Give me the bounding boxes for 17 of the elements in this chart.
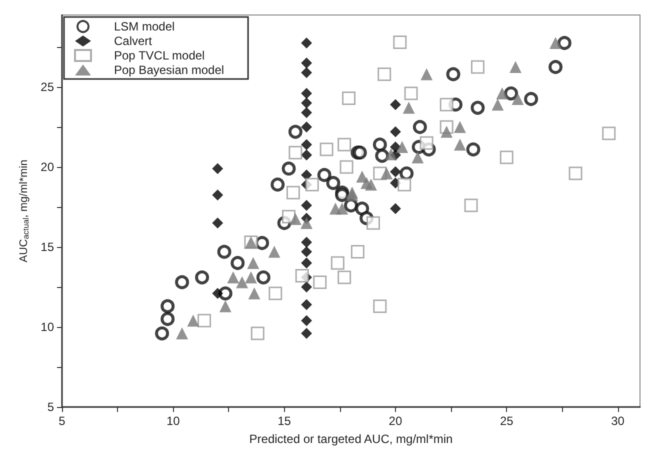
- x-tick-label: 10: [166, 414, 180, 428]
- legend-label: LSM model: [114, 20, 175, 34]
- x-tick-label: 20: [388, 414, 402, 428]
- legend-label: Pop TVCL model: [114, 48, 205, 62]
- y-axis-title: AUCactual, mg/ml*min: [18, 160, 30, 262]
- y-tick-label: 10: [40, 320, 54, 334]
- x-tick-label: 25: [500, 414, 514, 428]
- x-tick-label: 5: [58, 414, 66, 428]
- x-axis-title: Predicted or targeted AUC, mg/ml*min: [249, 432, 453, 446]
- legend-label: Calvert: [114, 34, 153, 48]
- y-tick-label: 15: [40, 240, 54, 254]
- y-tick-label: 20: [40, 160, 54, 174]
- x-tick-label: 15: [278, 414, 292, 428]
- y-tick-label: 5: [47, 400, 54, 414]
- y-tick-label: 25: [40, 80, 54, 94]
- legend-label: Pop Bayesian model: [114, 63, 224, 77]
- x-tick-label: 30: [611, 414, 625, 428]
